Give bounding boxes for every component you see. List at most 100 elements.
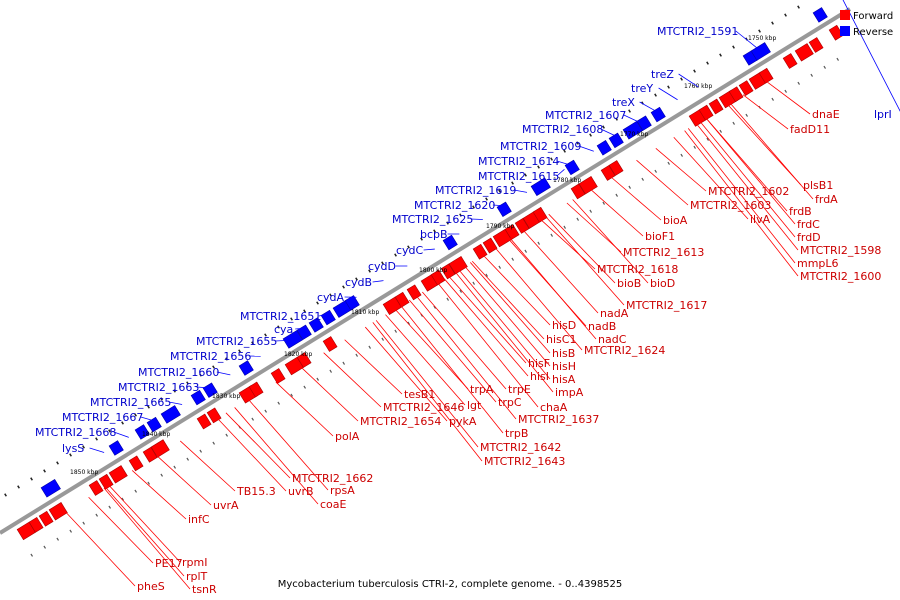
forward-leader bbox=[482, 254, 551, 326]
gc-spoke bbox=[602, 201, 606, 205]
reverse-gene-label: MTCTRI2_1655 bbox=[196, 335, 277, 348]
gc-spoke bbox=[407, 321, 411, 325]
forward-leader bbox=[695, 123, 799, 251]
gene bbox=[570, 183, 586, 200]
gc-spoke bbox=[771, 21, 774, 25]
forward-leader bbox=[673, 137, 749, 220]
forward-gene-label: MTCTRI2_1617 bbox=[626, 299, 707, 312]
forward-gene-label: bioF1 bbox=[645, 230, 675, 243]
forward-leader bbox=[742, 94, 789, 130]
forward-leader bbox=[156, 455, 212, 506]
gc-spoke bbox=[693, 145, 697, 149]
gc-spoke bbox=[121, 497, 125, 501]
gc-spoke bbox=[316, 377, 320, 381]
gene bbox=[48, 502, 68, 521]
forward-gene-label: rpmI bbox=[182, 556, 207, 569]
gc-spoke bbox=[719, 129, 723, 133]
gene bbox=[578, 176, 598, 195]
gc-spoke bbox=[303, 309, 306, 313]
forward-leader bbox=[699, 120, 796, 238]
forward-leader bbox=[437, 282, 539, 408]
forward-gene-label: tesB1 bbox=[404, 388, 435, 401]
gene bbox=[808, 37, 824, 53]
reverse-gene-label: bcpB bbox=[420, 228, 448, 241]
gc-spoke bbox=[30, 553, 34, 557]
reverse-leader bbox=[318, 313, 330, 317]
legend-forward-label: Forward bbox=[853, 11, 893, 22]
gene bbox=[496, 201, 512, 218]
gc-spoke bbox=[537, 165, 540, 169]
gc-spoke bbox=[329, 293, 332, 297]
gc-spoke bbox=[277, 401, 281, 405]
gc-spoke bbox=[355, 277, 358, 281]
forward-leader bbox=[572, 199, 649, 284]
forward-gene-label: pykA bbox=[449, 415, 477, 428]
gene bbox=[160, 405, 181, 424]
gene bbox=[782, 53, 798, 69]
gc-spoke bbox=[69, 453, 72, 457]
gene bbox=[282, 330, 303, 349]
forward-leader bbox=[684, 130, 799, 277]
gc-spoke bbox=[160, 473, 164, 477]
gene bbox=[698, 104, 714, 121]
gene bbox=[108, 440, 124, 456]
reverse-gene-label: cydB bbox=[345, 276, 372, 289]
reverse-leader bbox=[492, 204, 506, 207]
forward-gene-label: trpC bbox=[498, 396, 522, 409]
forward-genes bbox=[16, 24, 844, 541]
forward-gene-label: MTCTRI2_1662 bbox=[292, 472, 373, 485]
reverse-leader bbox=[556, 160, 572, 166]
reverse-gene-label: MTCTRI2_1668 bbox=[35, 426, 116, 439]
gc-spoke bbox=[654, 169, 658, 173]
forward-gene-label: mmpL6 bbox=[797, 257, 839, 270]
gc-spoke bbox=[836, 57, 840, 61]
forward-gene-label: TB15.3 bbox=[236, 485, 276, 498]
reverse-gene-label: MTCTRI2_1660 bbox=[138, 366, 219, 379]
forward-leader bbox=[545, 215, 625, 306]
gc-spoke bbox=[316, 301, 319, 305]
gc-spoke bbox=[732, 45, 735, 49]
forward-gene-label: bioA bbox=[663, 214, 688, 227]
label-leaders bbox=[65, 0, 900, 590]
forward-leader bbox=[394, 308, 469, 390]
gene bbox=[108, 465, 128, 484]
gene bbox=[406, 284, 422, 301]
gc-spoke bbox=[654, 93, 657, 97]
gc-spoke bbox=[628, 109, 631, 113]
forward-leader bbox=[636, 159, 689, 206]
gc-spoke bbox=[173, 389, 176, 393]
gc-spoke bbox=[355, 353, 359, 357]
reverse-gene-label: lysS bbox=[62, 442, 84, 455]
gene bbox=[202, 382, 218, 398]
forward-gene-label: dnaE bbox=[812, 108, 840, 121]
forward-gene-label: MTCTRI2_1654 bbox=[360, 415, 441, 428]
gc-spoke bbox=[433, 305, 437, 309]
reverse-leader bbox=[274, 340, 287, 342]
forward-leader bbox=[508, 238, 587, 327]
gene bbox=[134, 424, 150, 440]
gc-spoke bbox=[732, 121, 736, 125]
forward-leader bbox=[589, 188, 644, 237]
gc-spoke bbox=[173, 465, 177, 469]
gc-spoke bbox=[225, 357, 228, 361]
forward-leader bbox=[471, 260, 545, 340]
forward-leader bbox=[400, 305, 504, 434]
reverse-gene-label: MTCTRI2_1608 bbox=[522, 123, 603, 136]
gc-spoke bbox=[550, 233, 554, 237]
gene-labels: dnaEfadD11plsB1frdAfrdBfrdCfrdDMTCTRI2_1… bbox=[35, 25, 892, 596]
reverse-leader bbox=[639, 101, 658, 113]
gc-spoke bbox=[108, 429, 111, 433]
gc-spoke bbox=[407, 245, 410, 249]
forward-gene-label: uvrA bbox=[213, 499, 239, 512]
gc-spoke bbox=[446, 221, 449, 225]
gc-spoke bbox=[537, 241, 541, 245]
gc-spoke bbox=[485, 273, 489, 277]
gc-spoke bbox=[615, 193, 619, 197]
gene bbox=[504, 224, 520, 240]
gc-spoke bbox=[82, 521, 86, 525]
reverse-gene-label: MTCTRI2_1651 bbox=[240, 310, 321, 323]
forward-gene-label: hisI bbox=[530, 370, 549, 383]
forward-gene-label: rpsA bbox=[330, 484, 355, 497]
reverse-leader bbox=[140, 416, 156, 422]
gc-spoke bbox=[186, 381, 189, 385]
